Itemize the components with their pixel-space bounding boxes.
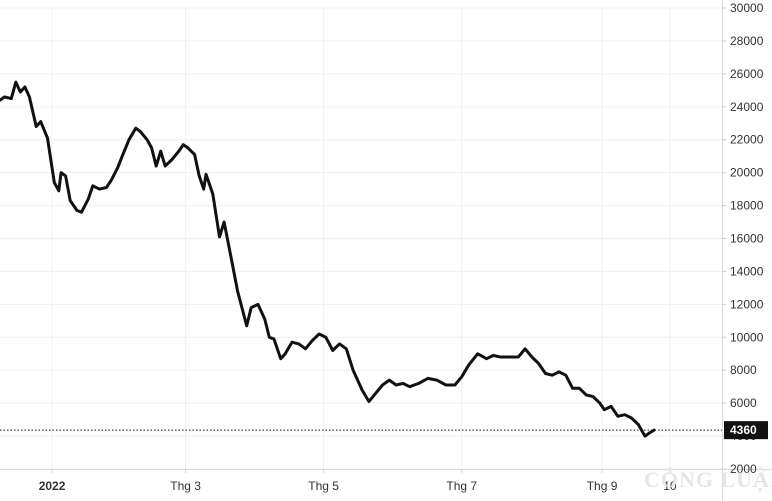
x-tick-label: Thg 5 <box>308 479 339 493</box>
y-tick-label: 6000 <box>730 396 757 410</box>
x-tick-label: Thg 3 <box>170 479 201 493</box>
y-tick-label: 16000 <box>730 232 764 246</box>
y-tick-label: 30000 <box>730 1 764 15</box>
y-axis-ticks: 2000400060008000100001200014000160001800… <box>722 1 764 476</box>
watermark-text: CÔNG LUẬN <box>644 467 772 492</box>
x-axis-ticks: 2022 Thg 3 Thg 5 Thg 7 Thg 9 10 <box>39 469 677 493</box>
y-tick-label: 8000 <box>730 363 757 377</box>
y-tick-label: 2000 <box>730 462 757 476</box>
x-tick-label: Thg 7 <box>446 479 477 493</box>
y-tick-label: 22000 <box>730 133 764 147</box>
y-tick-label: 14000 <box>730 264 764 278</box>
x-tick-label: 10 <box>663 479 677 493</box>
y-tick-label: 20000 <box>730 166 764 180</box>
y-tick-label: 10000 <box>730 330 764 344</box>
y-tick-label: 28000 <box>730 34 764 48</box>
series-line-0 <box>0 80 656 438</box>
y-tick-label: 18000 <box>730 199 764 213</box>
last-value-label: 4360 <box>730 423 757 437</box>
gridlines <box>0 7 722 470</box>
y-tick-label: 26000 <box>730 67 764 81</box>
series-layer <box>0 80 656 438</box>
x-tick-label: Thg 9 <box>587 479 618 493</box>
y-tick-label: 24000 <box>730 100 764 114</box>
last-value-box <box>724 421 768 440</box>
last-value-marker: 4360 <box>0 421 768 440</box>
y-tick-label: 12000 <box>730 297 764 311</box>
x-tick-label: 2022 <box>39 479 66 493</box>
